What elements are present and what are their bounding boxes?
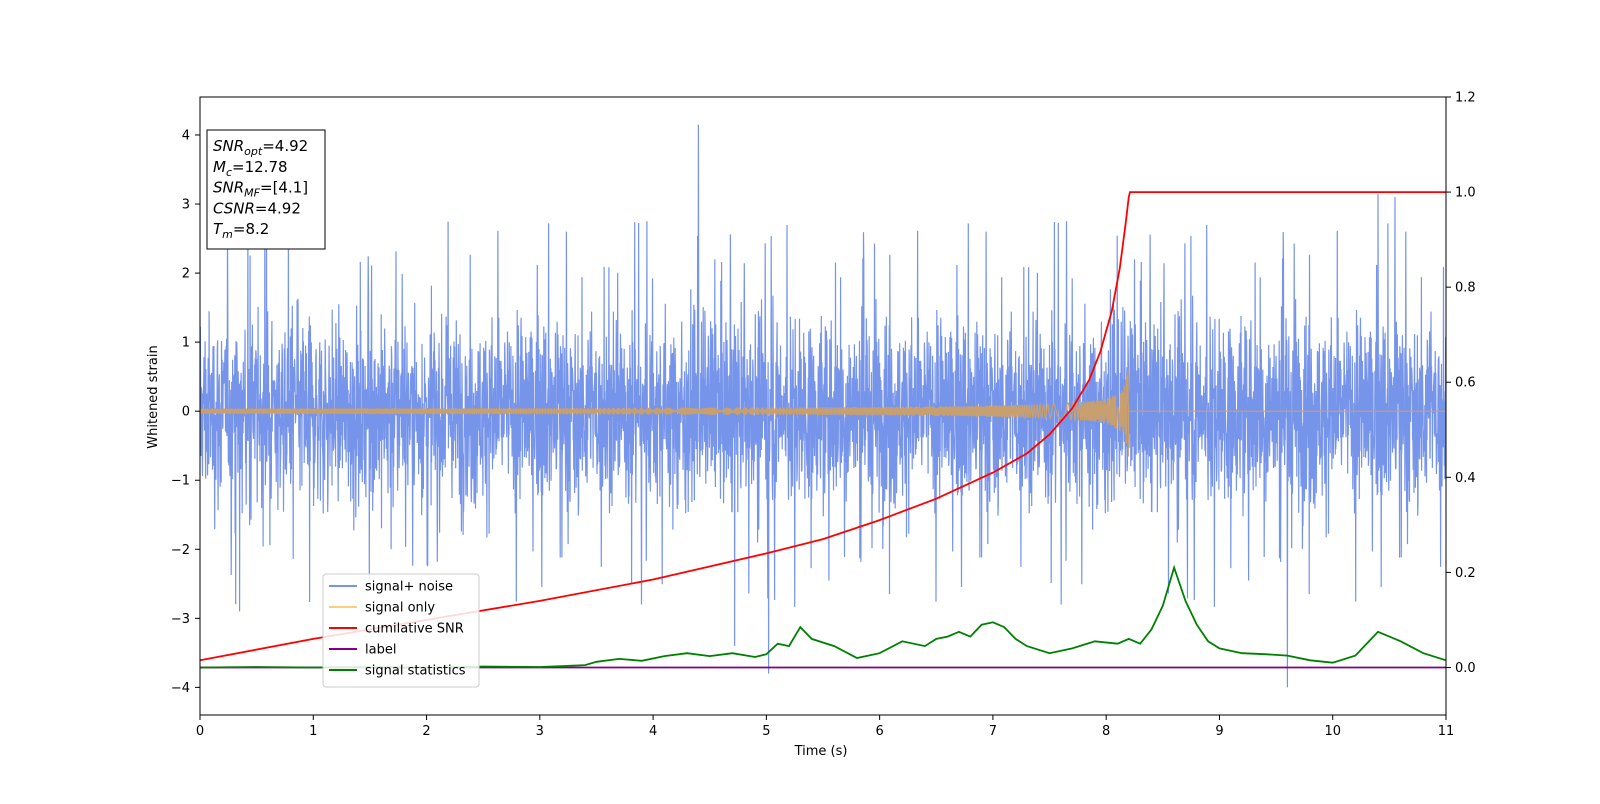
legend-label: signal only (365, 601, 435, 616)
info-value: =12.78 (232, 158, 288, 176)
y2-tick-label: 0.4 (1455, 471, 1476, 486)
info-line: SNRMF=[4.1] (213, 179, 308, 200)
info-subscript: MF (244, 187, 260, 200)
info-value: =[4.1] (260, 179, 308, 197)
info-line: SNRopt=4.92 (213, 137, 308, 158)
y-axis-label: Whitened strain (146, 345, 161, 448)
x-tick-label: 1 (309, 724, 317, 739)
x-tick-label: 11 (1438, 724, 1455, 739)
series-cumilative-snr (200, 191, 1446, 662)
info-box-frame (206, 129, 326, 250)
info-symbol: SNR (213, 179, 244, 197)
y2-tick-label: 1.0 (1455, 186, 1476, 201)
info-line: Mc=12.78 (213, 158, 288, 179)
y-tick-label: −3 (171, 612, 190, 627)
y-tick-label: 0 (182, 405, 190, 420)
y-tick-label: 1 (182, 336, 190, 351)
x-tick-label: 4 (649, 724, 657, 739)
y-tick-label: 4 (182, 128, 190, 143)
x-tick-label: 9 (1215, 724, 1223, 739)
info-value: =8.2 (233, 220, 269, 238)
y-tick-label: 2 (182, 267, 190, 282)
info-box: SNRopt=4.92Mc=12.78SNRMF=[4.1]CSNR=4.92T… (206, 129, 326, 250)
axes-frame (199, 96, 1447, 716)
y2-tick-label: 0.2 (1455, 566, 1476, 581)
info-subscript: c (226, 166, 232, 179)
info-subscript: m (222, 228, 233, 241)
series-signal-statistics (200, 564, 1446, 669)
info-line: Tm=8.2 (213, 220, 269, 241)
legend-label: signal+ noise (365, 580, 453, 595)
legend-label: signal statistics (365, 664, 466, 679)
legend: signal+ noise signal only cumilative SNR la… (322, 573, 480, 688)
legend-box (322, 573, 480, 688)
info-symbol: CSNR (213, 199, 255, 217)
x-tick-label: 6 (875, 724, 883, 739)
x-tick-label: 0 (196, 724, 204, 739)
info-symbol: M (213, 158, 226, 176)
x-axis-label: Time (s) (794, 744, 848, 759)
info-subscript: opt (244, 145, 263, 158)
info-value: =4.92 (262, 137, 308, 155)
x-tick-label: 7 (989, 724, 997, 739)
y-tick-label: −1 (171, 474, 190, 489)
y-tick-label: −2 (171, 543, 190, 558)
y-tick-label: −4 (171, 681, 190, 696)
info-value: =4.92 (255, 199, 301, 217)
x-tick-label: 3 (536, 724, 544, 739)
series-signal-only (200, 368, 1446, 457)
info-symbol: T (213, 220, 224, 238)
y2-tick-label: 0.8 (1455, 281, 1476, 296)
x-tick-label: 2 (422, 724, 430, 739)
legend-label: cumilative SNR (365, 622, 464, 637)
axes: 0 1 2 3 4 5 6 7 8 9 10 11 −4 −3 −2 −1 0 1 2 3 4 0.0 0.2 0.4 0.6 0… (171, 91, 1476, 740)
legend-label: label (365, 643, 396, 658)
info-symbol: SNR (213, 137, 244, 155)
series-signal-noise (200, 124, 1446, 688)
x-tick-label: 10 (1324, 724, 1341, 739)
info-line: CSNR=4.92 (213, 199, 301, 217)
y2-tick-label: 1.2 (1455, 91, 1476, 106)
x-tick-label: 5 (762, 724, 770, 739)
y2-tick-label: 0.0 (1455, 661, 1476, 676)
y2-tick-label: 0.6 (1455, 376, 1476, 391)
y-tick-label: 3 (182, 198, 190, 213)
x-tick-label: 8 (1102, 724, 1110, 739)
